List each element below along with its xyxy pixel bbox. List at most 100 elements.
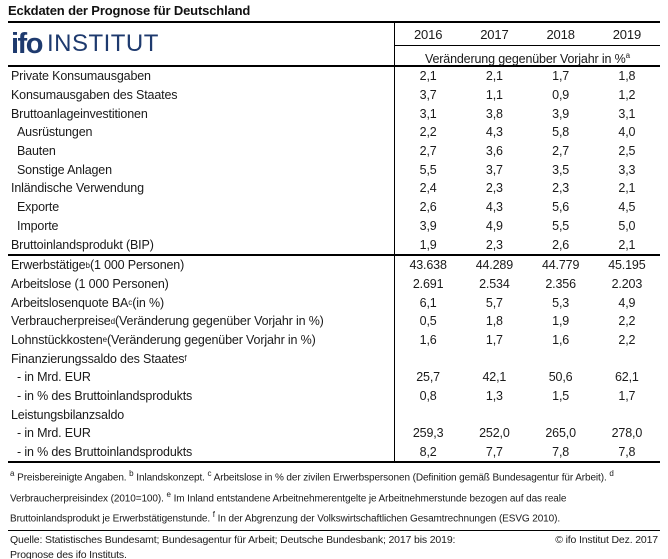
subheader-footnote-mark: a xyxy=(625,51,631,60)
row-value: 1,5 xyxy=(552,389,570,404)
row-label: Lohnstückkosten e (Veränderung gegenüber … xyxy=(8,330,395,350)
copyright-text: © ifo Institut Dez. 2017 xyxy=(555,533,658,546)
row-value: 1,6 xyxy=(419,332,437,347)
row-value: 3,7 xyxy=(419,88,437,103)
row-value: 2,3 xyxy=(552,181,570,196)
row-value: 44.779 xyxy=(541,258,580,273)
row-value: 44.289 xyxy=(475,258,514,273)
row-value: 50,6 xyxy=(548,370,573,385)
row-value: 3,1 xyxy=(618,106,636,121)
row-value: 5,0 xyxy=(618,218,636,233)
row-label: - in Mrd. EUR xyxy=(8,424,395,443)
row-label: - in Mrd. EUR xyxy=(8,368,395,387)
year-column-header: 2018 xyxy=(546,26,575,42)
row-value: 2,3 xyxy=(485,181,503,196)
row-value: 7,7 xyxy=(485,445,503,460)
row-value: 2,1 xyxy=(485,69,503,84)
row-value: 3,3 xyxy=(618,162,636,177)
row-value: 6,1 xyxy=(419,295,437,310)
row-value: 1,6 xyxy=(552,332,570,347)
row-value: 2.534 xyxy=(479,276,510,291)
table-subheader: Veränderung gegenüber Vorjahr in %a xyxy=(395,46,660,67)
ifo-logo-wordmark: ifo xyxy=(11,27,43,60)
table-row: Sonstige Anlagen 5,5 3,7 3,5 3,3 xyxy=(8,160,660,180)
table-row: Arbeitslose (1 000 Personen) 2.691 2.534 2.… xyxy=(8,274,660,294)
year-column-header: 2017 xyxy=(480,26,509,42)
row-value: 1,9 xyxy=(552,314,570,329)
footnote-letter: f xyxy=(212,509,215,519)
row-value: 5,7 xyxy=(485,295,503,310)
row-value: 2,2 xyxy=(419,125,437,140)
row-label: Erwerbstätige b (1 000 Personen) xyxy=(8,255,395,275)
row-value: 7,8 xyxy=(552,445,570,460)
ifo-logo-institut: INSTITUT xyxy=(46,30,159,57)
row-label: Bruttoanlageinvestitionen xyxy=(8,104,395,124)
row-value: 259,3 xyxy=(412,426,444,441)
row-label: Bruttoinlandsprodukt (BIP) xyxy=(8,235,395,254)
year-column-header: 2016 xyxy=(413,26,443,42)
row-value: 42,1 xyxy=(482,370,507,385)
row-label: - in % des Bruttoinlandsprodukts xyxy=(8,442,395,462)
row-value: 5,5 xyxy=(419,162,437,177)
row-label: Verbraucherpreise d (Veränderung gegenübe… xyxy=(8,311,395,331)
row-value: 1,1 xyxy=(485,88,503,103)
table-row: - in Mrd. EUR 25,7 42,1 50,6 62,1 xyxy=(8,368,660,387)
table-row: Private Konsumausgaben 2,1 2,1 1,7 1,8 xyxy=(8,67,660,86)
row-value: 2,6 xyxy=(552,237,570,252)
row-value: 8,2 xyxy=(419,445,437,460)
table-row: - in Mrd. EUR 259,3 252,0 265,0 278,0 xyxy=(8,424,660,443)
footnote-letter: e xyxy=(166,489,171,499)
row-value: 4,0 xyxy=(618,125,636,140)
row-value: 3,8 xyxy=(485,106,503,121)
row-label: Inländische Verwendung xyxy=(8,179,395,198)
row-value: 2,1 xyxy=(419,69,437,84)
row-label: Arbeitslosenquote BA c (in %) xyxy=(8,293,395,312)
row-label: Importe xyxy=(8,216,395,236)
row-value: 1,3 xyxy=(485,389,503,404)
table-row: Bruttoanlageinvestitionen 3,1 3,8 3,9 3,1 xyxy=(8,104,660,124)
row-value: 0,8 xyxy=(419,389,437,404)
row-value: 5,3 xyxy=(552,295,570,310)
table-frame: ifo INSTITUT 2016 2017 2018 2019 Verände… xyxy=(8,21,660,559)
row-value: 1,8 xyxy=(485,314,503,329)
table-row: Inländische Verwendung 2,4 2,3 2,3 2,1 xyxy=(8,179,660,198)
row-value: 3,9 xyxy=(552,106,570,121)
row-value: 0,5 xyxy=(419,314,437,329)
table-row: Finanzierungssaldo des Staates f xyxy=(8,349,660,368)
row-value: 2.203 xyxy=(611,276,643,291)
row-value: 1,7 xyxy=(618,389,636,404)
row-value: 3,6 xyxy=(485,144,503,159)
row-value: 45.195 xyxy=(608,258,646,273)
row-value: 2,3 xyxy=(485,237,503,252)
row-value: 2,6 xyxy=(419,200,437,215)
row-value: 7,8 xyxy=(618,445,636,460)
row-label: Konsumausgaben des Staates xyxy=(8,85,395,105)
table-body: Private Konsumausgaben 2,1 2,1 1,7 1,8 Konsum… xyxy=(8,67,660,464)
row-value: 2.691 xyxy=(412,276,444,291)
table-row: Erwerbstätige b (1 000 Personen) 43.638 44.… xyxy=(8,255,660,275)
row-value: 265,0 xyxy=(545,426,576,441)
footnote-mark: c xyxy=(128,298,133,308)
table-header: ifo INSTITUT 2016 2017 2018 2019 Verände… xyxy=(8,23,660,67)
row-label: Finanzierungssaldo des Staates f xyxy=(8,349,395,368)
row-value: 3,1 xyxy=(419,106,437,121)
row-value: 2,1 xyxy=(618,181,636,196)
row-label: Private Konsumausgaben xyxy=(8,67,395,86)
table-row: Bruttoinlandsprodukt (BIP) 1,9 2,3 2,6 2,1 xyxy=(8,235,660,254)
ifo-logo: ifo INSTITUT xyxy=(8,23,395,65)
footnote-mark: f xyxy=(184,354,187,364)
row-value: 2,2 xyxy=(618,314,636,329)
year-column-header: 2019 xyxy=(612,26,642,42)
row-value: 1,7 xyxy=(485,332,503,347)
subheader-text: Veränderung gegenüber Vorjahr in % xyxy=(424,52,626,67)
row-value: 4,9 xyxy=(618,295,636,310)
row-value: 3,9 xyxy=(419,218,437,233)
row-value: 1,7 xyxy=(552,69,570,84)
footnotes: a Preisbereinigte Angaben. b Inlandskonz… xyxy=(8,463,660,531)
table-row: Exporte 2,6 4,3 5,6 4,5 xyxy=(8,197,660,217)
row-value: 5,5 xyxy=(552,218,570,233)
row-label: Bauten xyxy=(8,141,395,161)
row-value: 2,5 xyxy=(618,144,636,159)
source-bar: Quelle: Statistisches Bundesamt; Bundesa… xyxy=(8,531,660,559)
